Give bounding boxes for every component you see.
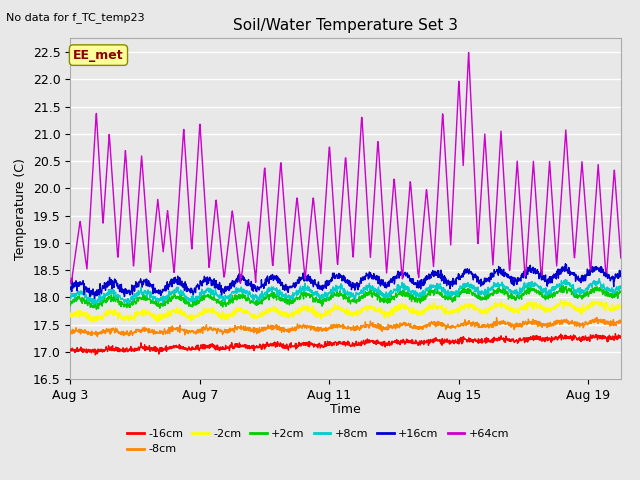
Text: EE_met: EE_met bbox=[73, 48, 124, 61]
Y-axis label: Temperature (C): Temperature (C) bbox=[14, 158, 28, 260]
X-axis label: Time: Time bbox=[330, 403, 361, 416]
Text: No data for f_TC_temp23: No data for f_TC_temp23 bbox=[6, 12, 145, 23]
Legend: -16cm, -8cm, -2cm, +2cm, +8cm, +16cm, +64cm: -16cm, -8cm, -2cm, +2cm, +8cm, +16cm, +6… bbox=[123, 424, 513, 459]
Title: Soil/Water Temperature Set 3: Soil/Water Temperature Set 3 bbox=[233, 18, 458, 33]
